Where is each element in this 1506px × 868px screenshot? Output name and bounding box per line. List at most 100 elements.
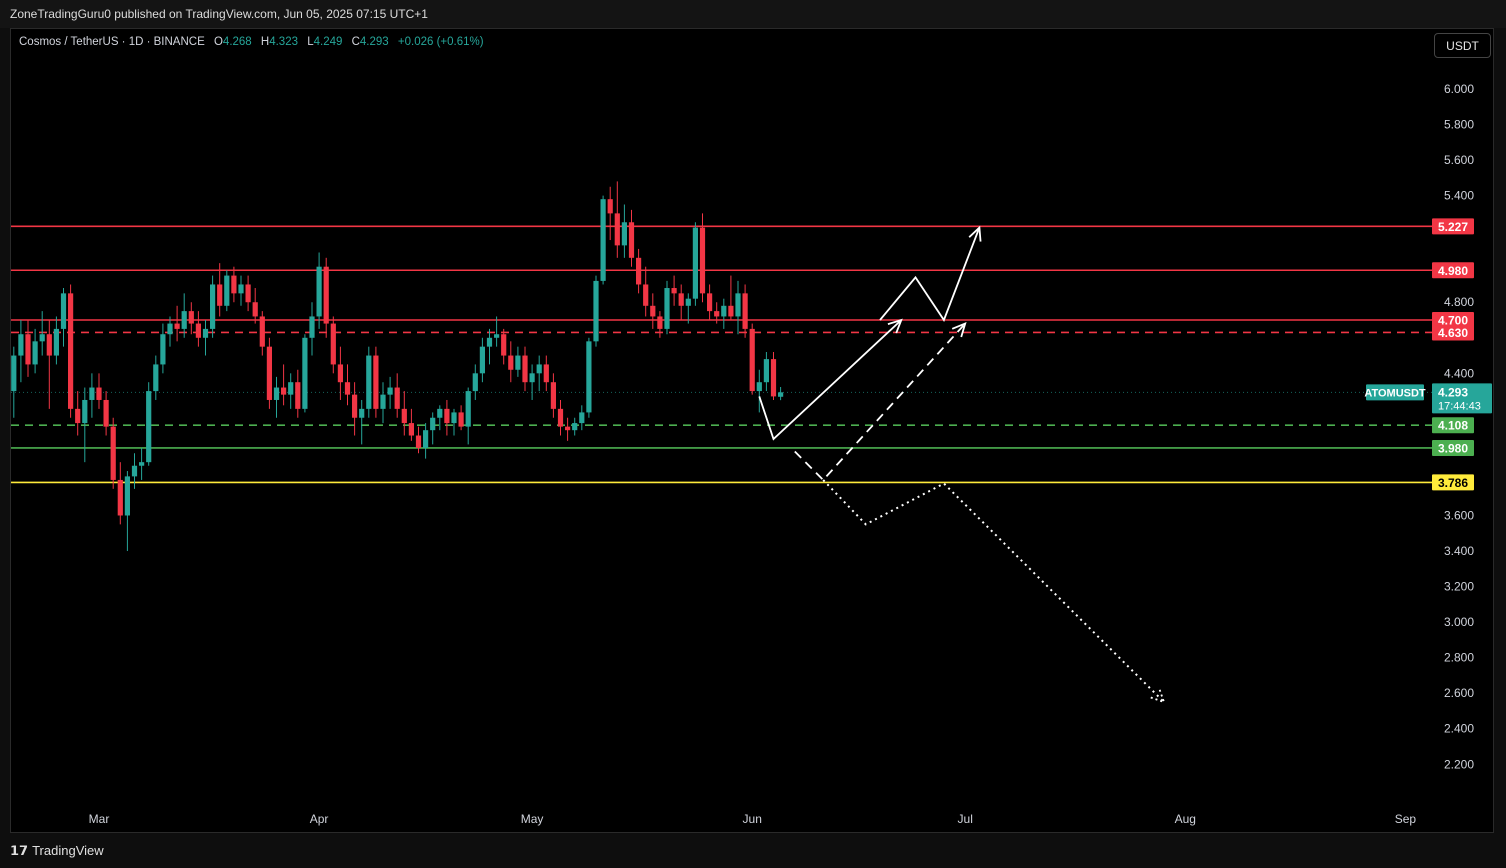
candle-body (437, 408, 443, 418)
x-tick-label: Jun (743, 812, 762, 826)
candle-body (273, 387, 280, 400)
y-tick-label: 3.400 (1444, 544, 1474, 558)
candle-body (671, 288, 677, 294)
candle-body (472, 373, 478, 392)
candle-body (110, 426, 116, 480)
symbol-tag-text: ATOMUSDT (1364, 387, 1426, 399)
candle-body (188, 311, 194, 324)
candle-body (451, 412, 457, 424)
candle-body (778, 392, 784, 397)
candle-body (281, 387, 287, 395)
level-tag-text: 4.108 (1438, 419, 1468, 433)
candle-body (636, 257, 642, 285)
close-value: 4.293 (359, 36, 389, 48)
candle-body (657, 316, 663, 329)
candle-body (32, 341, 38, 365)
open-label: O (213, 36, 223, 48)
candle-body (536, 364, 542, 374)
candle-body (607, 199, 613, 214)
projection-arrowhead (951, 322, 967, 338)
close-label: C (351, 36, 360, 48)
candle-body (224, 275, 230, 306)
candle-body (628, 222, 635, 258)
candle-body (266, 346, 272, 400)
projection-arrowhead (968, 225, 982, 242)
candle-body (714, 311, 720, 317)
candle-body (572, 423, 578, 431)
x-tick-label: Mar (89, 812, 110, 826)
candle-body (53, 328, 59, 356)
projection-path-solid (758, 319, 902, 441)
candle-body (593, 280, 599, 342)
candle-body (692, 227, 698, 299)
y-tick-label: 2.800 (1444, 651, 1474, 665)
candle-body (195, 323, 201, 338)
candle-body (309, 316, 315, 338)
x-tick-label: Jul (958, 812, 973, 826)
candle-body (494, 334, 500, 338)
candle-body (238, 284, 244, 294)
x-tick-label: Aug (1175, 812, 1196, 826)
candle-body (479, 346, 485, 374)
candle-body (650, 305, 656, 317)
candle-body (231, 275, 237, 294)
candle-body (770, 359, 777, 397)
candle-body (167, 323, 173, 335)
candle-body (323, 266, 329, 324)
candle-body (82, 399, 88, 424)
candle-body (707, 293, 713, 312)
projection-path-solid (879, 227, 981, 322)
candle-body (579, 412, 585, 424)
y-tick-label: 5.800 (1444, 118, 1474, 132)
level-tag-3.980 (1432, 439, 1474, 456)
symbol-title: Cosmos / TetherUS · 1D · BINANCE (19, 36, 205, 48)
candle-body (11, 355, 17, 392)
candle-body (202, 328, 209, 338)
candle-body (756, 382, 762, 392)
candle-body (252, 302, 258, 317)
candle-body (430, 417, 436, 431)
candle-body (643, 284, 649, 306)
candle-body (39, 334, 45, 342)
bar-countdown: 17:44:43 (1438, 400, 1481, 412)
y-tick-label: 2.200 (1444, 757, 1474, 771)
chart-panel[interactable]: 2.200 2.400 2.600 2.800 3.000 3.200 3.400 3.600… (10, 28, 1494, 833)
tradingview-logo[interactable]: 𝟭𝟳 TradingView (10, 843, 104, 859)
y-tick-label: 5.400 (1444, 189, 1474, 203)
candle-body (458, 412, 464, 427)
high-label: H (260, 36, 270, 48)
candle-body (124, 476, 130, 516)
y-tick-label: 6.000 (1444, 82, 1474, 96)
candle-body (344, 382, 351, 395)
currency-button[interactable]: USDT (1434, 33, 1491, 58)
candle-body (742, 293, 748, 329)
price-chart[interactable]: 2.200 2.400 2.600 2.800 3.000 3.200 3.400 3.600… (11, 29, 1494, 833)
candle-body (557, 408, 564, 427)
level-tag-text: 4.630 (1438, 326, 1468, 340)
x-tick-label: May (521, 812, 544, 826)
level-tag-4.630 (1432, 324, 1474, 341)
candle-body (259, 316, 265, 347)
candle-body (68, 293, 74, 409)
candle-body (146, 391, 152, 463)
candle-body (522, 355, 528, 383)
candle-body (408, 423, 414, 436)
low-label: L (307, 36, 314, 48)
last-price-value: 4.293 (1438, 385, 1468, 399)
candle-body (728, 305, 734, 317)
candle-body (60, 293, 67, 329)
x-tick-label: Apr (310, 812, 329, 826)
candle-body (614, 213, 620, 246)
publisher-text: ZoneTradingGuru0 published on TradingVie… (10, 7, 428, 21)
candle-body (359, 408, 365, 418)
candle-body (366, 355, 372, 409)
tradingview-brand: TradingView (32, 843, 104, 858)
candle-body (25, 334, 31, 365)
level-tag-3.786 (1432, 474, 1474, 491)
candle-body (131, 465, 138, 477)
y-tick-label: 3.000 (1444, 615, 1474, 629)
candle-body (302, 337, 308, 409)
candle-body (444, 408, 450, 424)
candle-body (330, 323, 336, 365)
candle-body (103, 399, 109, 427)
